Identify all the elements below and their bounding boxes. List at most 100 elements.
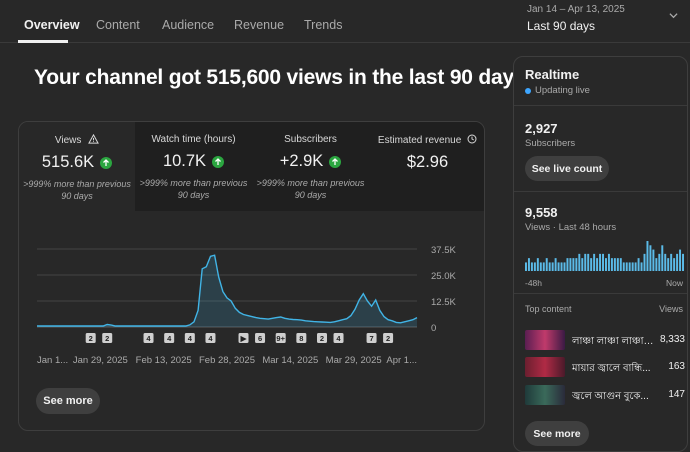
y-tick-label: 25.0K (431, 271, 456, 282)
metric-value: 10.7K (162, 152, 207, 170)
realtime-bar (563, 262, 566, 271)
divider (514, 191, 687, 192)
realtime-bar (658, 253, 661, 271)
upload-marker[interactable]: 7 (366, 333, 377, 343)
metric-value: 515.6K (41, 153, 95, 171)
realtime-status: Updating live (535, 85, 590, 96)
realtime-bar (527, 258, 530, 271)
video-views: 147 (668, 389, 685, 400)
realtime-bar (670, 253, 673, 271)
top-content-title: Top content (525, 304, 572, 314)
realtime-views-label: Views · Last 48 hours (525, 222, 617, 233)
top-content-item[interactable]: মায়ার জ্বালে বান্ধি... 163 (525, 357, 685, 377)
metric-delta: >999% more than previous 90 days (23, 179, 131, 201)
realtime-bar (673, 258, 676, 271)
metric-label: Watch time (hours) (151, 134, 236, 145)
realtime-bar (643, 253, 646, 271)
metric-revenue[interactable]: Estimated revenue $2.96 (369, 122, 484, 211)
x-tick-label: Feb 28, 2025 (199, 355, 255, 366)
realtime-bar (616, 258, 619, 271)
realtime-bar (575, 258, 578, 271)
date-range-selector[interactable]: Jan 14 – Apr 13, 2025 Last 90 days (527, 4, 625, 33)
realtime-bar (679, 249, 682, 271)
top-content-item[interactable]: জ্বলে আগুন বুকে... 147 (525, 385, 685, 405)
upload-marker[interactable]: 4 (164, 333, 175, 343)
upload-marker[interactable]: 2 (383, 333, 394, 343)
realtime-views-bars[interactable] (525, 239, 685, 271)
realtime-title: Realtime (525, 67, 580, 82)
tab-audience[interactable]: Audience (162, 18, 215, 32)
realtime-bar (605, 258, 607, 271)
see-more-button[interactable]: See more (36, 388, 100, 414)
realtime-bar (593, 253, 596, 271)
metric-delta: >999% more than previous 90 days (256, 178, 365, 200)
realtime-axis-end: Now (665, 278, 683, 288)
tab-revenue[interactable]: Revenue (234, 18, 285, 32)
realtime-bar (622, 262, 625, 271)
views-chart[interactable]: 37.5K 25.0K 12.5K 0 2 2 4 4 4 4 ▶ 6 9+ 8 2 4 7 2 Jan 1... J… (19, 211, 485, 371)
x-tick-label: Jan 29, 2025 (73, 355, 128, 366)
upload-marker[interactable]: 6 (255, 333, 266, 343)
realtime-panel: Realtime Updating live 2,927 Subscribers… (513, 56, 688, 452)
realtime-bar (640, 262, 643, 271)
realtime-bar (599, 253, 602, 271)
realtime-bar (676, 253, 679, 271)
realtime-bar (572, 258, 575, 271)
realtime-bar (649, 245, 652, 271)
realtime-bar (664, 253, 667, 271)
tab-content[interactable]: Content (96, 18, 140, 32)
realtime-bar (554, 258, 557, 271)
tab-overview[interactable]: Overview (24, 18, 80, 32)
video-title: জ্বলে আগুন বুকে... (572, 391, 649, 402)
upload-marker[interactable]: 9+ (275, 333, 286, 343)
svg-text:2: 2 (89, 334, 93, 343)
realtime-subscribers-value: 2,927 (525, 121, 558, 136)
video-views: 163 (668, 361, 685, 372)
video-views: 8,333 (659, 334, 685, 345)
metric-views[interactable]: Views 515.6K >999% more than previous 90… (19, 122, 135, 211)
upload-marker[interactable]: 2 (102, 333, 113, 343)
realtime-bar (613, 258, 616, 271)
video-title: লাঞ্চা লাঞ্চা লাঞ্চা ... (572, 336, 654, 347)
metric-value: $2.96 (406, 153, 449, 171)
upload-marker[interactable]: 4 (205, 333, 216, 343)
tab-trends[interactable]: Trends (304, 18, 343, 32)
x-tick-label: Apr 1... (386, 355, 417, 366)
upload-marker[interactable]: 8 (296, 333, 307, 343)
top-content-item[interactable]: লাঞ্চা লাঞ্চা লাঞ্চা ... 8,333 (525, 330, 685, 350)
svg-text:2: 2 (386, 334, 390, 343)
upload-marker[interactable]: 4 (333, 333, 344, 343)
realtime-views-value: 9,558 (525, 205, 558, 220)
realtime-see-more-button[interactable]: See more (525, 421, 589, 446)
upload-marker[interactable]: 2 (317, 333, 327, 343)
arrow-up-icon (329, 155, 342, 168)
clock-icon (467, 134, 477, 144)
realtime-bar (548, 262, 551, 271)
views-line (36, 254, 418, 327)
metric-watch-time[interactable]: Watch time (hours) 10.7K >999% more than… (135, 122, 252, 211)
svg-text:4: 4 (336, 334, 341, 343)
upload-marker[interactable]: ▶ (238, 333, 249, 343)
svg-text:▶: ▶ (240, 334, 248, 343)
realtime-bar (667, 258, 670, 271)
divider (514, 293, 687, 294)
realtime-bar (551, 262, 554, 271)
metric-tabs: Views 515.6K >999% more than previous 90… (19, 122, 484, 211)
realtime-bar (661, 245, 664, 271)
x-tick-label: Feb 13, 2025 (136, 355, 192, 366)
metric-value: +2.9K (279, 152, 324, 170)
realtime-axis-start: -48h (525, 278, 543, 288)
svg-text:4: 4 (188, 334, 193, 343)
upload-marker[interactable]: 4 (143, 333, 154, 343)
chevron-down-icon[interactable] (669, 11, 678, 20)
top-tab-bar: Overview Content Audience Revenue Trends… (0, 0, 690, 43)
see-live-count-button[interactable]: See live count (525, 156, 609, 181)
upload-marker[interactable]: 2 (85, 333, 96, 343)
views-area (37, 255, 417, 327)
metric-subscribers[interactable]: Subscribers +2.9K >999% more than previo… (252, 122, 369, 211)
realtime-bar (610, 258, 613, 271)
x-tick-label: Mar 14, 2025 (262, 355, 318, 366)
upload-marker[interactable]: 4 (184, 333, 195, 343)
overview-card: Views 515.6K >999% more than previous 90… (18, 121, 485, 431)
svg-text:8: 8 (299, 334, 303, 343)
